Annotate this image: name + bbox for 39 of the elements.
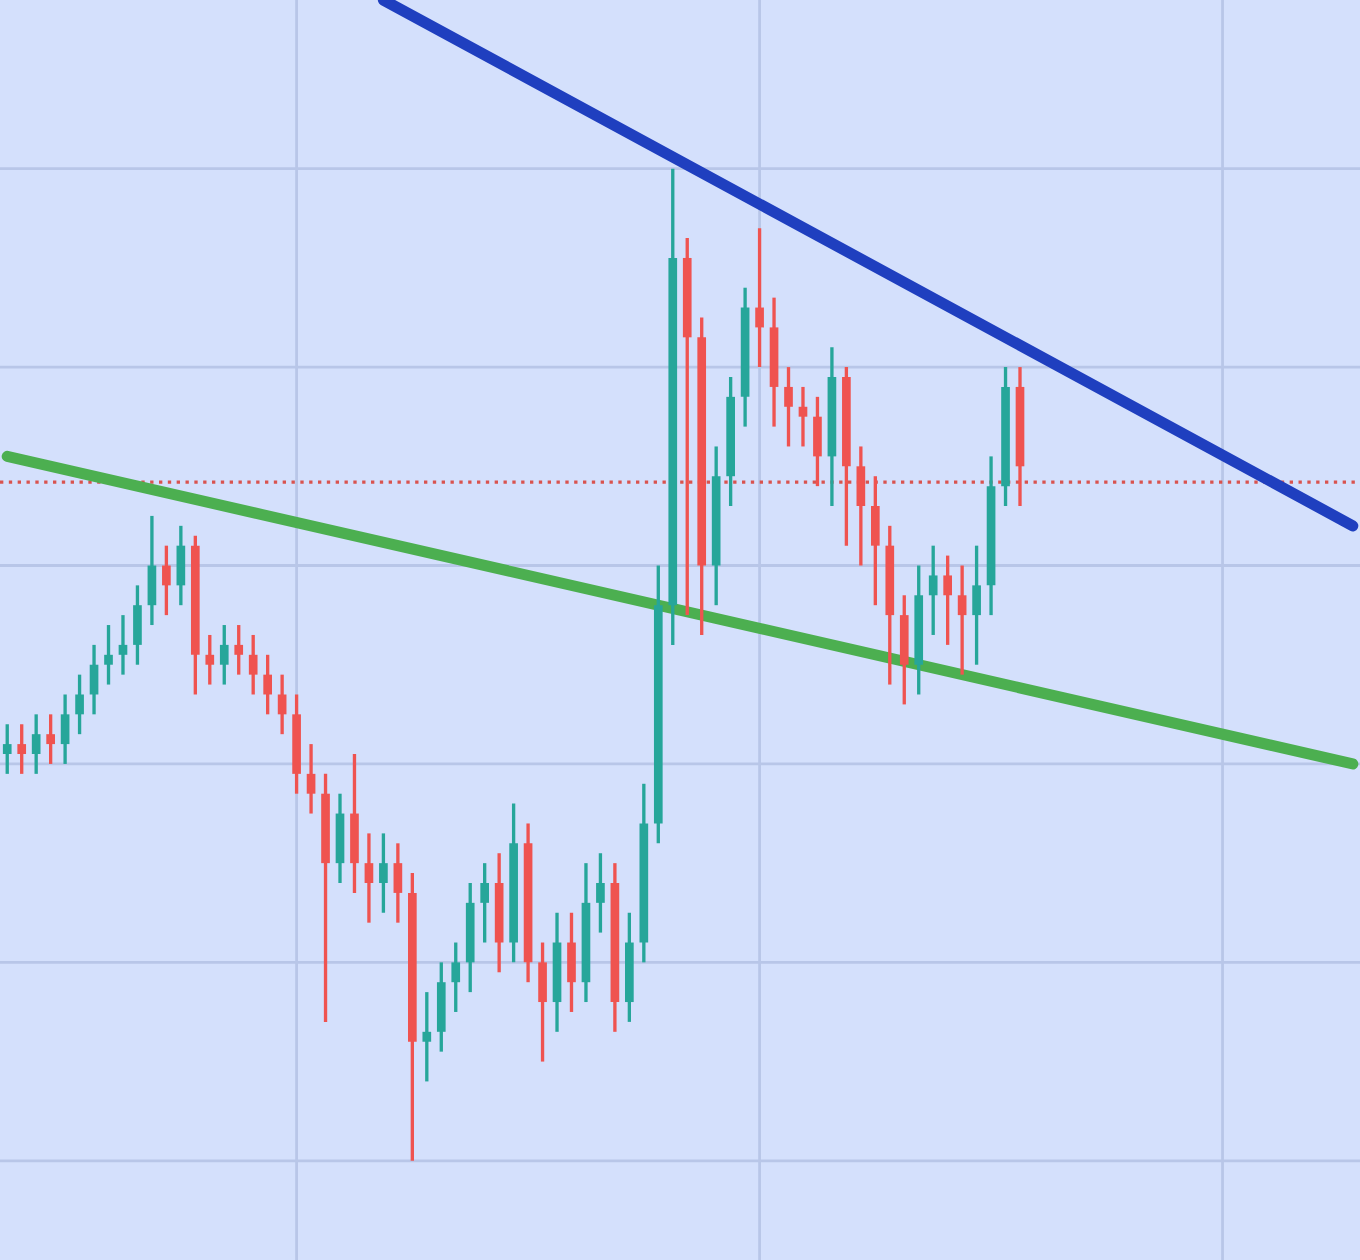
candlestick (248, 633, 258, 697)
candlestick (104, 623, 113, 687)
candlestick (943, 553, 952, 647)
candlestick (480, 861, 490, 945)
candlestick (567, 911, 576, 1014)
candlestick (2, 722, 12, 776)
candlestick (205, 633, 215, 687)
candlestick (422, 990, 432, 1084)
candlestick (798, 385, 808, 449)
candlestick (972, 544, 981, 667)
candlestick (60, 692, 70, 766)
candlestick (813, 395, 822, 488)
candlestick (118, 613, 128, 677)
candlestick (89, 643, 99, 716)
candlestick (162, 544, 171, 617)
candlestick (263, 653, 272, 716)
candlestick (277, 672, 287, 736)
candlestick (379, 831, 388, 915)
candlestick (147, 514, 157, 627)
candlestick (31, 712, 41, 776)
candlestick (928, 544, 938, 637)
candlestick (596, 851, 605, 935)
candlestick (46, 712, 55, 766)
candlestick (133, 583, 142, 667)
candlestick (219, 623, 229, 687)
candlestick (755, 226, 764, 369)
candlestick (234, 623, 244, 677)
candlestick (451, 940, 461, 1014)
candlestick (784, 365, 793, 449)
candlestick (176, 524, 186, 607)
candlestick (17, 722, 27, 776)
candlestick (393, 841, 403, 925)
candlestick (538, 940, 547, 1064)
candlestick (856, 444, 866, 568)
candlestick (306, 742, 316, 816)
candlestick (364, 831, 374, 925)
candlestick (957, 563, 967, 677)
candlestick (870, 474, 880, 607)
candlestick (75, 672, 84, 736)
